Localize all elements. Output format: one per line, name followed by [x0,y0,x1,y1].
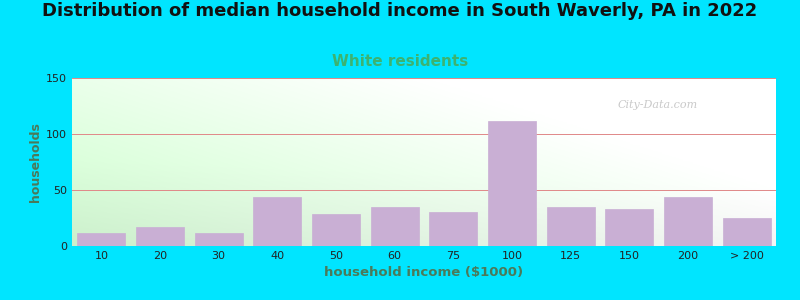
Bar [194,232,242,246]
Bar [312,214,360,246]
Bar [546,207,594,246]
X-axis label: household income ($1000): household income ($1000) [325,266,523,279]
Bar [606,209,654,246]
Bar [78,232,126,246]
Bar [722,218,770,246]
Bar [370,207,418,246]
Text: Distribution of median household income in South Waverly, PA in 2022: Distribution of median household income … [42,2,758,20]
Y-axis label: households: households [29,122,42,202]
Text: City-Data.com: City-Data.com [618,100,698,110]
Text: White residents: White residents [332,54,468,69]
Bar [136,227,184,246]
Bar [430,212,478,246]
Bar [488,121,536,246]
Bar [254,197,302,246]
Bar [664,197,712,246]
